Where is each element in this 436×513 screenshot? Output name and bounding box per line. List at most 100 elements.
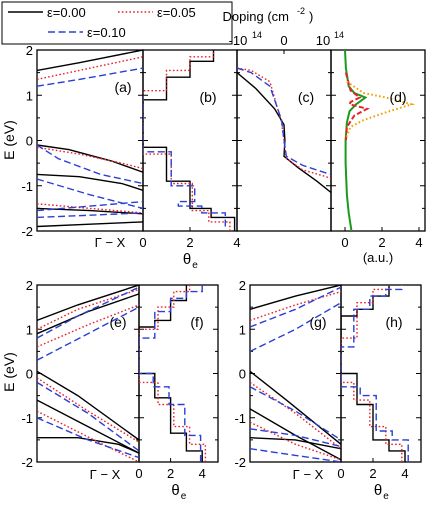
dos-step-b-1 [143, 50, 231, 231]
energy-axis-label: E (eV) [1, 352, 17, 392]
band-line-a-0-4 [37, 221, 143, 228]
energy-tick-label: -1 [234, 411, 246, 426]
band-line-a-0-2 [37, 173, 143, 191]
band-line-a-0-0 [37, 50, 143, 72]
energy-tick-label: 0 [26, 134, 33, 149]
au-tick-label: 0 [341, 235, 348, 250]
doping-tick-neg-exp: 14 [252, 30, 262, 40]
energy-tick-label: 1 [26, 88, 33, 103]
theta-axis-subscript: e [383, 491, 389, 502]
panel-label-d: (d) [389, 89, 406, 105]
doping-tick-pos-exp: 14 [334, 30, 344, 40]
doping-tick-zero: 0 [280, 33, 287, 48]
band-line-g-2-3 [250, 428, 341, 448]
legend-entry-0: ε=0.00 [47, 5, 86, 20]
theta-axis-label: θ [183, 251, 191, 268]
energy-tick-label: 0 [26, 367, 33, 382]
band-line-g-0-1 [250, 370, 341, 445]
gamma-x-label-a: Γ − X [95, 235, 126, 250]
band-line-e-0-2 [37, 370, 139, 441]
axes-layer [1, 1, 426, 463]
panel-label-b: (b) [199, 89, 216, 105]
band-line-g-2-0 [250, 286, 341, 328]
curve-c-2 [237, 67, 331, 176]
band-line-e-0-3 [37, 399, 139, 454]
theta-tick-label: 0 [135, 466, 142, 481]
band-line-a-2-4 [37, 212, 143, 219]
curve-c-0 [237, 72, 331, 194]
panel-label-h: (h) [385, 314, 402, 330]
band-line-a-2-0 [37, 67, 143, 87]
band-line-g-2-2 [250, 386, 341, 441]
curve-d-1 [344, 72, 370, 141]
band-line-a-0-3 [37, 207, 143, 215]
band-line-e-0-4 [37, 437, 139, 454]
theta-tick-label: 4 [401, 466, 408, 481]
dos-step-b-0 [143, 50, 236, 231]
band-line-e-0-0 [37, 285, 139, 322]
band-line-a-1-1 [37, 146, 143, 170]
theta-tick-label: 4 [233, 235, 240, 250]
theta-axis-subscript: e [192, 260, 198, 271]
dos-step-h-2 [341, 285, 409, 462]
band-line-a-2-3 [37, 200, 143, 212]
doping-axis-title: Doping (cm [223, 9, 289, 24]
doping-axis-close: ) [309, 9, 313, 24]
band-line-g-1-0 [250, 290, 341, 322]
curve-d-0 [344, 50, 368, 231]
theta-tick-label: 0 [139, 235, 146, 250]
panel-label-e: (e) [109, 314, 126, 330]
theta-tick-label: 2 [369, 466, 376, 481]
panel-label-c: (c) [298, 89, 314, 105]
curve-d-2 [344, 80, 416, 139]
theta-tick-label: 0 [337, 466, 344, 481]
panel-label-a: (a) [114, 79, 131, 95]
band-line-g-2-4 [250, 448, 341, 462]
band-line-a-1-2 [37, 203, 143, 214]
energy-axis-label: E (eV) [1, 120, 17, 160]
theta-axis-subscript: e [181, 491, 187, 502]
energy-tick-label: -1 [21, 179, 33, 194]
energy-tick-label: 0 [239, 367, 246, 382]
band-line-g-1-2 [250, 421, 341, 461]
energy-tick-label: -2 [234, 455, 246, 470]
gamma-x-label-g: Γ − X [293, 467, 324, 482]
theta-axis-label: θ [374, 482, 382, 499]
legend-entry-2: ε=0.10 [87, 25, 126, 40]
band-line-e-1-1 [37, 304, 139, 348]
band-line-a-0-1 [37, 144, 143, 173]
data-layer [37, 50, 416, 462]
au-tick-label: 2 [378, 235, 385, 250]
dos-step-h-0 [341, 285, 406, 462]
band-line-g-0-2 [250, 408, 341, 461]
theta-axis-label: θ [171, 482, 179, 499]
au-axis-label: (a.u.) [363, 250, 393, 265]
energy-tick-label: 1 [26, 322, 33, 337]
energy-tick-label: -2 [21, 455, 33, 470]
dos-step-f-2 [139, 285, 203, 462]
panel-label-f: (f) [190, 314, 203, 330]
theta-tick-label: 2 [186, 235, 193, 250]
band-line-a-2-2 [37, 178, 143, 210]
energy-tick-label: 2 [239, 278, 246, 293]
band-line-a-2-1 [37, 144, 143, 185]
panel-frame-c [236, 49, 332, 232]
band-line-a-1-0 [37, 56, 143, 81]
band-line-g-0-0 [250, 285, 341, 310]
doping-tick-neg: -10 [229, 33, 248, 48]
band-line-e-2-0 [37, 286, 139, 339]
legend-entry-1: ε=0.05 [157, 5, 196, 20]
band-line-e-2-3 [37, 417, 139, 459]
legend-box [1, 1, 233, 45]
dos-step-b-2 [143, 95, 226, 227]
band-line-g-2-1 [250, 302, 341, 353]
band-line-e-1-0 [37, 288, 139, 330]
theta-tick-label: 2 [167, 466, 174, 481]
energy-tick-label: 2 [26, 278, 33, 293]
band-line-e-2-1 [37, 306, 139, 361]
band-line-e-1-2 [37, 377, 139, 443]
energy-tick-label: 1 [239, 322, 246, 337]
panel-label-g: (g) [309, 314, 326, 330]
